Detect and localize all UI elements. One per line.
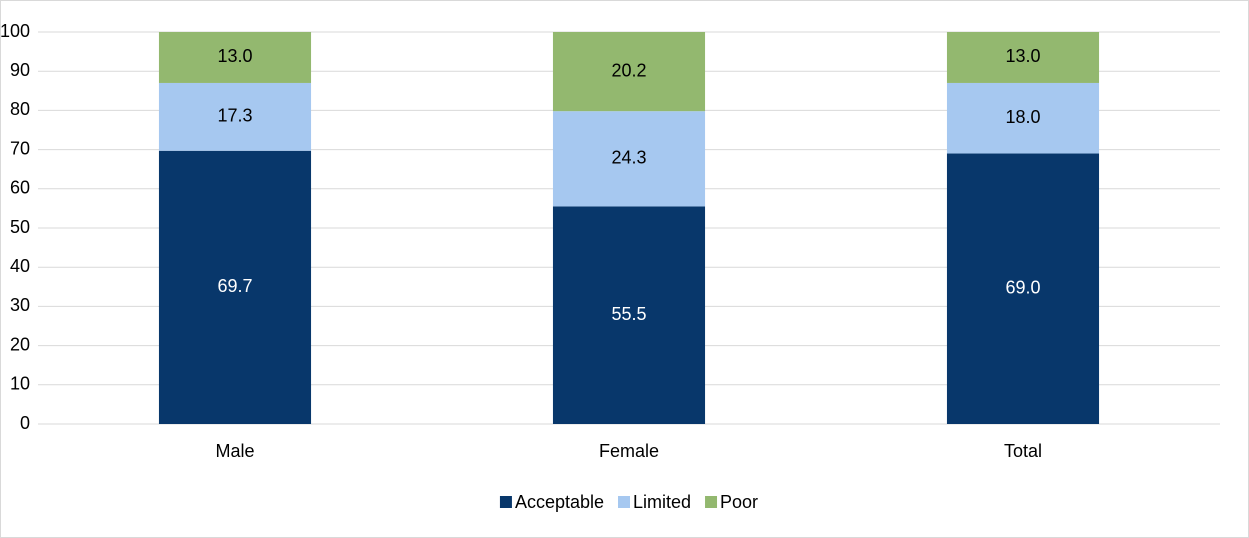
y-tick-label: 90 xyxy=(10,60,30,80)
bar-segment xyxy=(158,150,312,424)
bar-segment xyxy=(552,32,706,112)
legend-swatch xyxy=(499,496,512,508)
data-label: 55.5 xyxy=(611,304,646,324)
data-label: 20.2 xyxy=(611,60,646,80)
y-tick-label: 40 xyxy=(10,256,30,276)
y-tick-label: 10 xyxy=(10,374,30,394)
y-tick-label: 50 xyxy=(10,217,30,237)
legend-label: Acceptable xyxy=(515,492,604,512)
data-label: 13.0 xyxy=(217,46,252,66)
y-tick-label: 60 xyxy=(10,178,30,198)
bar-segment xyxy=(158,82,312,151)
data-label: 69.0 xyxy=(1005,278,1040,298)
y-tick-label: 0 xyxy=(20,413,30,433)
data-label: 13.0 xyxy=(1005,46,1040,66)
x-tick-label: Male xyxy=(215,441,254,461)
legend: Acceptable Limited Poor xyxy=(499,492,758,512)
data-label: 18.0 xyxy=(1005,107,1040,127)
bar-segment xyxy=(946,32,1100,83)
data-label: 24.3 xyxy=(611,148,646,168)
y-tick-label: 30 xyxy=(10,295,30,315)
legend-label: Poor xyxy=(720,492,758,512)
x-tick-label: Total xyxy=(1004,441,1042,461)
data-label: 17.3 xyxy=(217,106,252,126)
bar-segment xyxy=(946,153,1100,424)
legend-swatch xyxy=(705,496,718,508)
y-tick-label: 70 xyxy=(10,138,30,158)
y-tick-label: 100 xyxy=(0,21,30,41)
data-label: 69.7 xyxy=(217,276,252,296)
legend-swatch xyxy=(618,496,630,508)
x-tick-label: Female xyxy=(599,441,659,461)
bar-segment xyxy=(158,32,312,83)
y-tick-label: 80 xyxy=(10,99,30,119)
bar-segment xyxy=(946,82,1100,154)
legend-label: Limited xyxy=(633,492,691,512)
bar-segment xyxy=(552,206,706,424)
y-tick-label: 20 xyxy=(10,334,30,354)
bar-segment xyxy=(552,111,706,207)
